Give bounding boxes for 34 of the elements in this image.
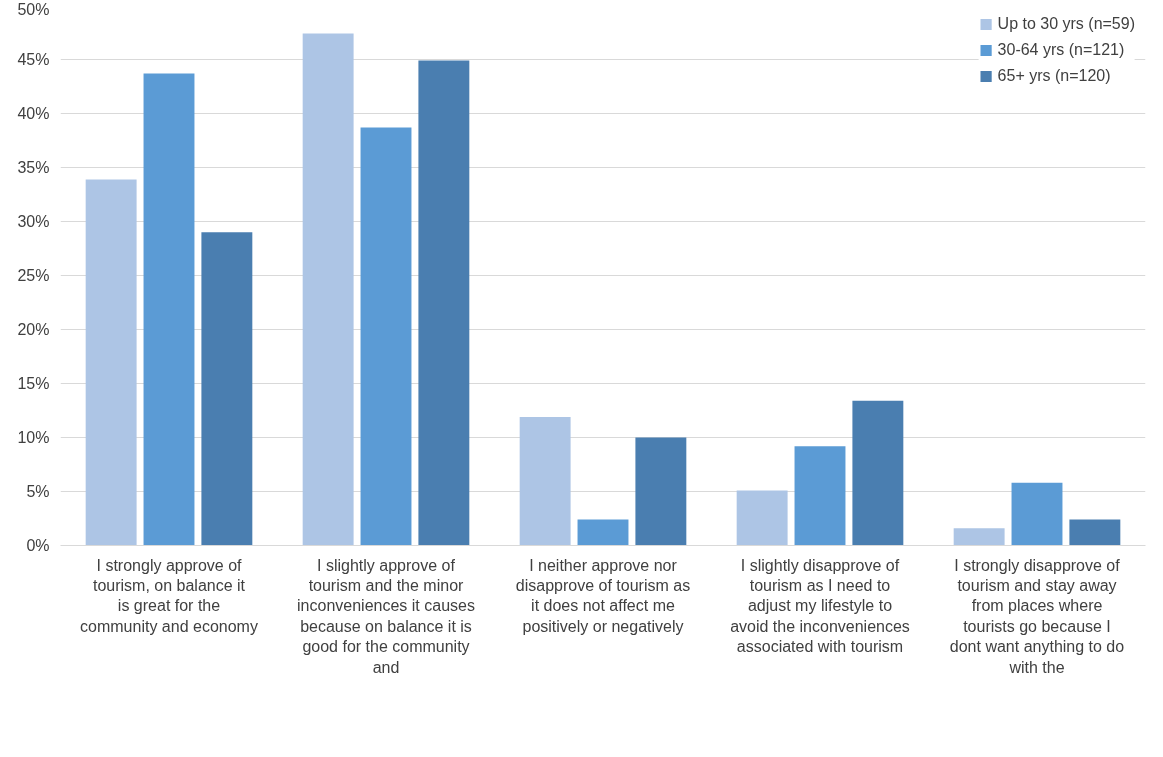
bar (201, 232, 253, 546)
y-tick-label: 45% (17, 51, 50, 68)
bar (635, 437, 687, 546)
x-tick-label: I neither approve nor disapprove of tourism as it does not affect me positively or negatively (515, 556, 691, 635)
y-tick-label: 50% (17, 0, 50, 18)
bar (519, 416, 571, 546)
bar (85, 179, 137, 546)
bar (302, 33, 354, 546)
legend-label: 30-64 yrs (n=121) (997, 41, 1125, 59)
x-tick-label: I strongly disapprove of tourism and stay away from places where tourists go because I dont want anything to do with the (949, 556, 1125, 676)
bar (418, 60, 470, 546)
x-tick-label: I strongly approve of tourism, on balance it is great for the community and economy (80, 556, 258, 635)
bar (143, 73, 195, 546)
y-tick-label: 30% (17, 213, 50, 230)
x-tick-label: I slightly disapprove of tourism as I need to adjust my lifestyle to avoid the inconveniences associated with tourism (730, 556, 910, 656)
legend-label: Up to 30 yrs (n=59) (997, 15, 1135, 33)
bar (1069, 519, 1121, 546)
bar (577, 519, 629, 546)
bar (736, 490, 788, 546)
bar (794, 446, 846, 546)
y-tick-label: 15% (17, 375, 50, 392)
y-tick-label: 5% (26, 483, 50, 500)
y-tick-label: 25% (17, 267, 50, 284)
legend-label: 65+ yrs (n=120) (997, 67, 1111, 85)
bar (852, 400, 904, 546)
y-tick-label: 40% (17, 105, 50, 122)
bar (953, 528, 1005, 546)
x-tick-label: I slightly approve of tourism and the minor inconveniences it causes because on balance it is good for the community and (297, 556, 475, 676)
y-tick-label: 35% (17, 159, 50, 176)
y-tick-label: 10% (17, 429, 50, 446)
bar (1011, 482, 1063, 546)
bar (360, 127, 412, 546)
y-tick-label: 0% (26, 537, 50, 554)
y-tick-label: 20% (17, 321, 50, 338)
